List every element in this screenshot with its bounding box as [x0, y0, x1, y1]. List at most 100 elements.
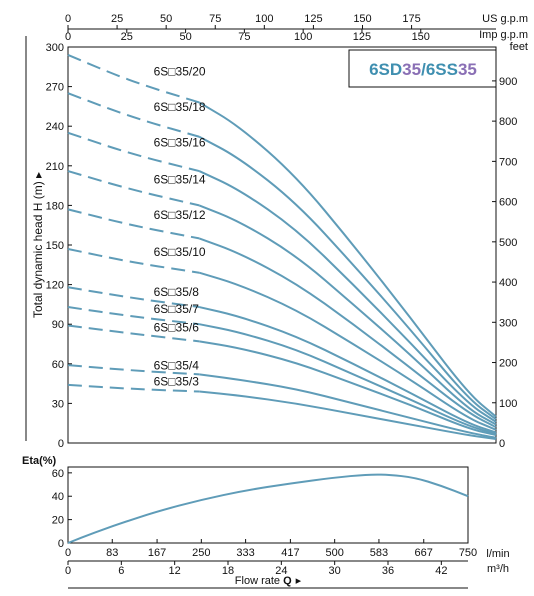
lmin-tick-label: 333: [236, 547, 254, 559]
head-curve-dashed: [67, 208, 200, 240]
feet-axis-label: feet: [510, 41, 528, 53]
efficiency-layer: 0 20 40 60 0 83 167 250 333 417 500 583 667 750 0 6 12 18…: [52, 468, 477, 577]
y-tick-label: 240: [46, 121, 64, 133]
head-axes-layer: 0306090120150180210240270300010020030040…: [46, 13, 518, 450]
brand-slash: /: [421, 60, 426, 79]
head-curve-solid: [198, 271, 497, 431]
brand-num2: 35: [458, 60, 477, 79]
m3h-tick-label: 6: [118, 565, 124, 577]
head-curve-solid: [199, 340, 497, 437]
y-tick-label: 270: [46, 82, 64, 94]
head-curve-solid: [198, 170, 497, 423]
imp-gpm-tick-label: 100: [294, 31, 312, 43]
curve-label: 6S□35/16: [154, 136, 206, 150]
eta-axis-title: Eta(%): [22, 455, 57, 467]
m3h-unit-label: m³/h: [487, 563, 509, 575]
feet-tick-label: 500: [499, 237, 517, 249]
head-curve-dashed: [67, 364, 200, 376]
head-curve-dashed: [67, 306, 200, 326]
feet-tick-label: 400: [499, 277, 517, 289]
us-gpm-tick-label: 150: [353, 13, 371, 25]
head-curve-dashed: [67, 247, 200, 274]
feet-tick-label: 100: [499, 398, 517, 410]
us-gpm-tick-label: 175: [402, 13, 420, 25]
y-tick-label: 30: [52, 398, 64, 410]
flow-rate-label: Flow rate Q ▸: [235, 575, 302, 587]
head-curves-layer: 6S□35/20 6S□35/18 6S□35/16 6S□35/14 6S□35/12…: [67, 53, 497, 441]
head-curve-dashed: [67, 53, 200, 104]
y-tick-label: 60: [52, 359, 64, 371]
eta-tick-label: 20: [52, 515, 64, 527]
lmin-tick-label: 417: [281, 547, 299, 559]
head-curve-solid: [198, 135, 497, 421]
lmin-tick-label: 0: [65, 547, 71, 559]
feet-tick-label: 300: [499, 317, 517, 329]
head-curve-solid: [199, 373, 497, 439]
head-curve-solid: [199, 323, 497, 435]
y-tick-label: 90: [52, 319, 64, 331]
y-axis-title: Total dynamic head H (m) ▸: [31, 172, 45, 318]
y-tick-label: 210: [46, 161, 64, 173]
head-curve-solid: [198, 204, 497, 426]
y-tick-label: 150: [46, 240, 64, 252]
us-gpm-tick-label: 100: [255, 13, 273, 25]
feet-tick-label: 700: [499, 156, 517, 168]
flow-rate-arrow: ▸: [296, 575, 302, 587]
lmin-tick-label: 167: [148, 547, 166, 559]
curve-label: 6S□35/10: [154, 245, 206, 259]
us-gpm-tick-label: 75: [209, 13, 221, 25]
brand-part1: 6SD: [369, 60, 402, 79]
imp-gpm-axis-label: Imp g.p.m: [479, 29, 528, 41]
imp-gpm-tick-label: 150: [412, 31, 430, 43]
m3h-tick-label: 18: [222, 565, 234, 577]
head-curve-dashed: [67, 170, 200, 207]
feet-tick-label: 600: [499, 197, 517, 209]
curve-label: 6S□35/8: [154, 285, 200, 299]
imp-gpm-tick-label: 125: [353, 31, 371, 43]
m3h-tick-label: 36: [382, 565, 394, 577]
head-curve-dashed: [67, 131, 200, 173]
brand-part2: 6SS: [426, 60, 458, 79]
head-curve-solid: [198, 101, 497, 418]
eta-tick-label: 40: [52, 491, 64, 503]
curve-label: 6S□35/6: [154, 320, 200, 334]
imp-gpm-tick-label: 0: [65, 31, 71, 43]
lmin-tick-label: 500: [325, 547, 343, 559]
imp-gpm-tick-label: 25: [121, 31, 133, 43]
m3h-tick-label: 12: [169, 565, 181, 577]
us-gpm-tick-label: 25: [111, 13, 123, 25]
feet-tick-label: 900: [499, 76, 517, 88]
lmin-unit-label: l/min: [486, 548, 509, 560]
us-gpm-tick-label: 0: [65, 13, 71, 25]
head-curve-dashed: [67, 286, 200, 309]
y-tick-label: 120: [46, 280, 64, 292]
y-tick-label: 180: [46, 200, 64, 212]
us-gpm-tick-label: 125: [304, 13, 322, 25]
efficiency-curve: [67, 473, 469, 544]
head-curve-solid: [199, 390, 497, 441]
lmin-tick-label: 667: [415, 547, 433, 559]
m3h-tick-label: 42: [435, 565, 447, 577]
lmin-tick-label: 750: [459, 547, 477, 559]
y-tick-label: 0: [58, 438, 64, 450]
feet-tick-label: 800: [499, 116, 517, 128]
curve-label: 6S□35/18: [154, 100, 206, 114]
lmin-tick-label: 250: [192, 547, 210, 559]
m3h-tick-label: 0: [65, 565, 71, 577]
curve-label: 6S□35/3: [154, 375, 200, 389]
feet-tick-label: 200: [499, 358, 517, 370]
flow-rate-text: Flow rate: [235, 575, 283, 587]
head-curve-dashed: [67, 92, 200, 138]
y-tick-label: 300: [46, 42, 64, 54]
efficiency-plot-frame: [67, 466, 469, 544]
m3h-tick-label: 30: [329, 565, 341, 577]
head-curve-dashed: [67, 383, 200, 393]
brand-label: 6SD35/6SS35: [369, 60, 477, 79]
head-curve-dashed: [67, 324, 200, 343]
curve-label: 6S□35/7: [154, 302, 200, 316]
us-gpm-tick-label: 50: [160, 13, 172, 25]
m3h-tick-label: 24: [275, 565, 287, 577]
eta-tick-label: 0: [58, 538, 64, 550]
curve-label: 6S□35/12: [154, 208, 206, 222]
